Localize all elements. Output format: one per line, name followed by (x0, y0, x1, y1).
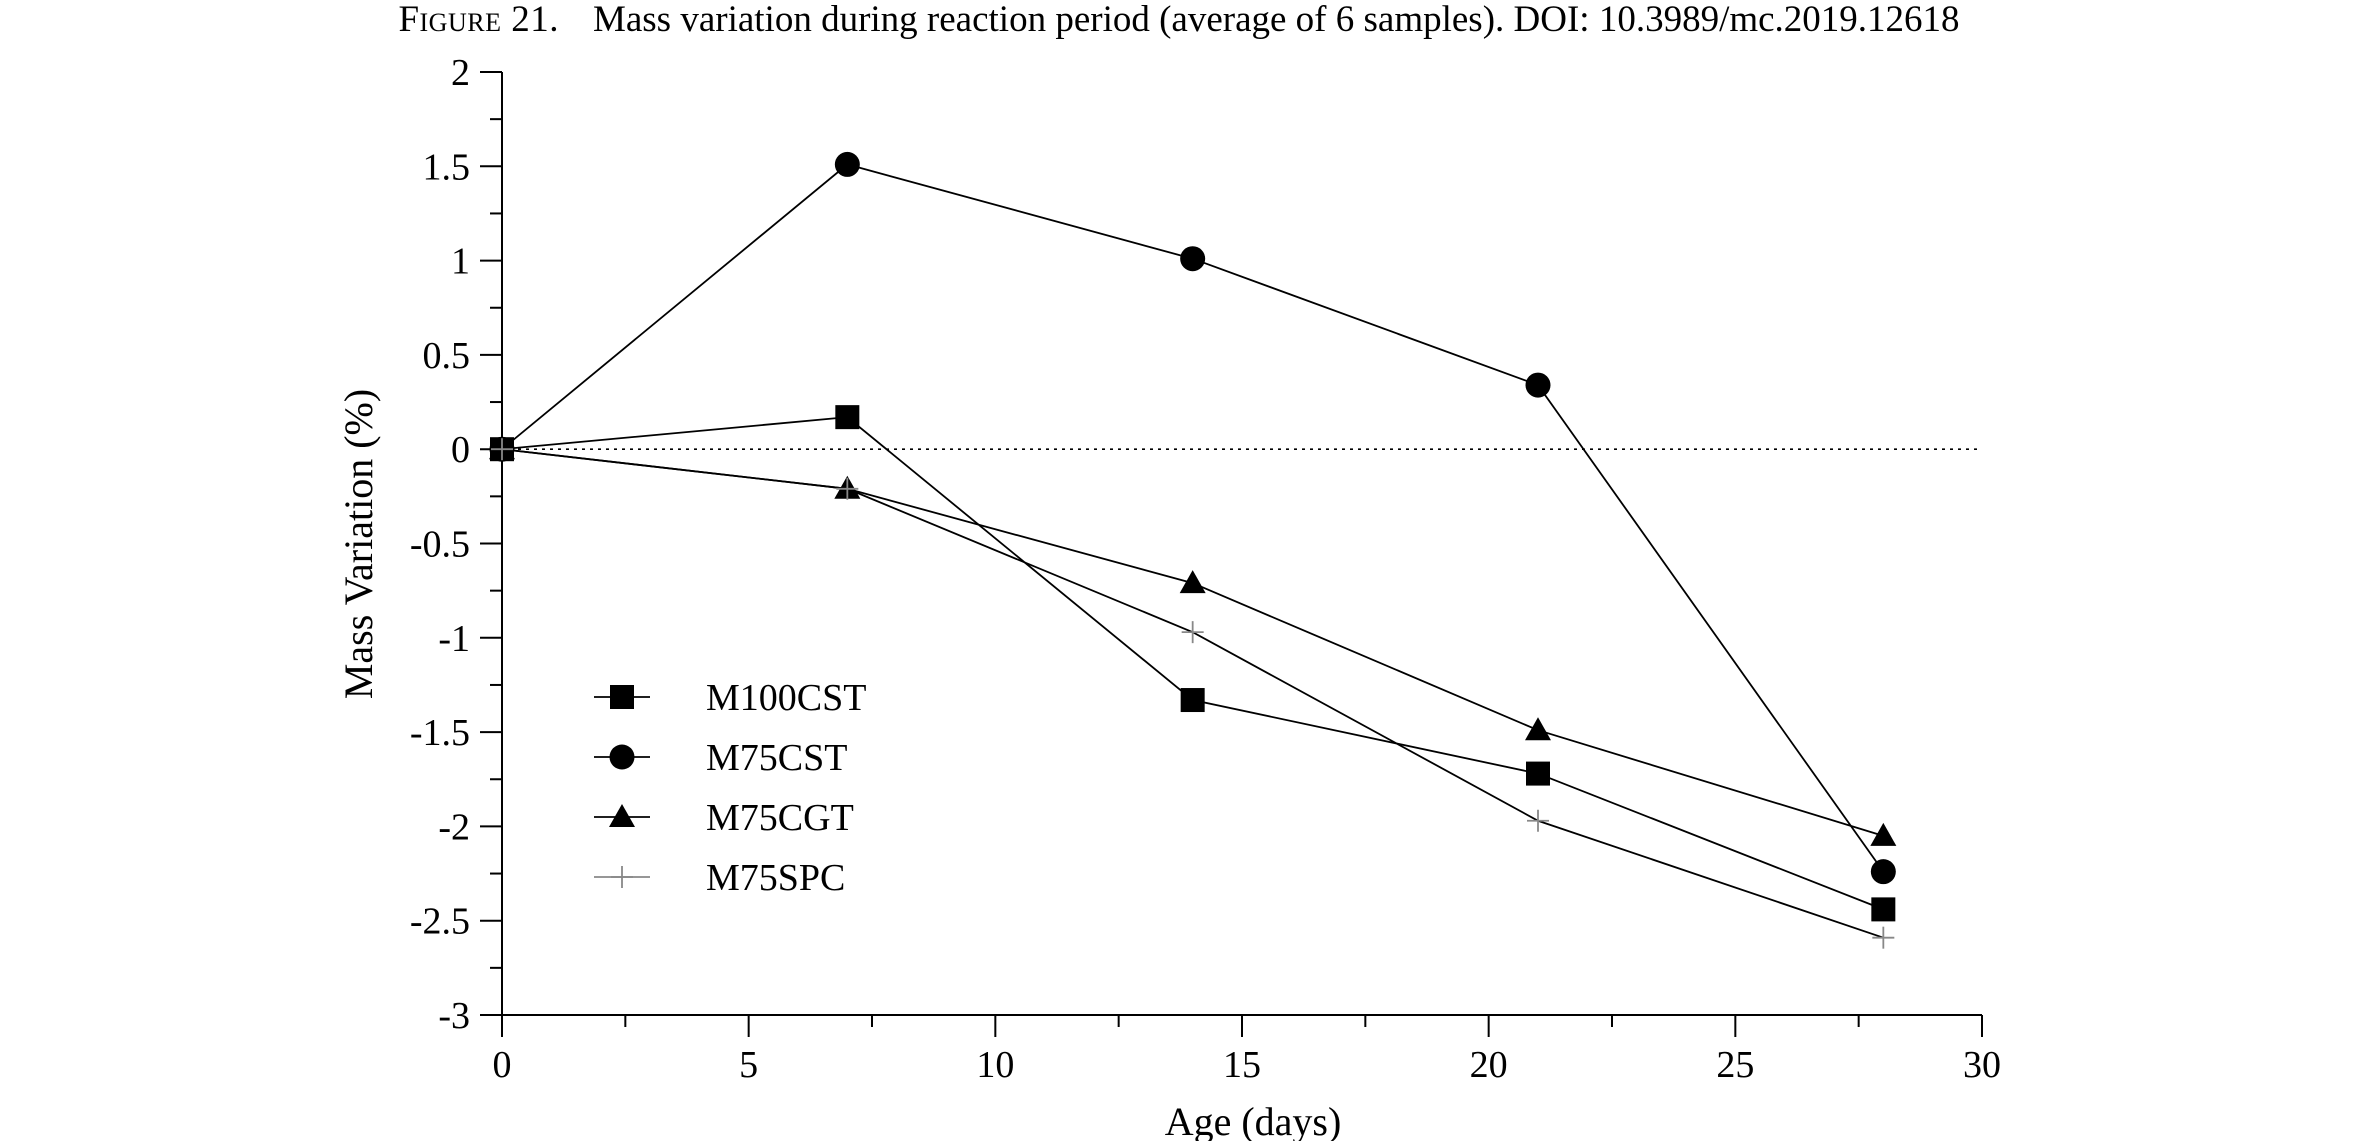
data-point-m75cst (1180, 246, 1206, 272)
data-point-m75cst (834, 151, 860, 177)
y-tick-label: 0 (451, 429, 470, 471)
legend-marker-square (610, 685, 634, 709)
y-tick-label: -2 (438, 806, 470, 848)
data-point-m75spc (1872, 926, 1895, 949)
data-point-m100cst (1871, 897, 1896, 922)
legend-label: M75CST (706, 737, 847, 779)
y-tick-label: 2 (451, 52, 470, 94)
x-tick-label: 10 (976, 1044, 1014, 1086)
y-tick-label: -1.5 (410, 712, 470, 754)
axis-ticks: 2 1.5 1 0.5 0 -0.5 -1 -1.5 -2 -2.5 -3 0 5 10 15 20 25 30 (410, 52, 2001, 1086)
data-point-m100cst (835, 405, 860, 430)
legend-label: M100CST (706, 677, 866, 719)
y-axis-label: Mass Variation (%) (336, 389, 381, 699)
legend-label: M75SPC (706, 857, 845, 899)
x-tick-label: 15 (1223, 1044, 1261, 1086)
legend: M100CST M75CST M75CGT M75SPC (594, 677, 866, 899)
x-axis-label: Age (days) (1165, 1099, 1342, 1141)
y-tick-label: -0.5 (410, 524, 470, 566)
data-point-m75spc (491, 438, 513, 461)
data-point-m100cst (1526, 761, 1550, 786)
data-point-m75cst (1525, 372, 1551, 398)
legend-label: M75CGT (706, 797, 854, 839)
x-tick-label: 0 (493, 1044, 512, 1086)
data-point-m75cst (1870, 859, 1896, 885)
data-point-m75cgt (1870, 822, 1897, 846)
data-point-m75cgt (1179, 570, 1206, 594)
figure-label: Figure 21. (398, 0, 559, 40)
y-tick-label: -2.5 (410, 901, 470, 943)
x-tick-label: 25 (1716, 1044, 1754, 1086)
series-markers (489, 151, 1897, 949)
y-tick-label: 1.5 (423, 146, 471, 188)
legend-marker-circle (609, 744, 635, 770)
data-point-m75cgt (1525, 717, 1551, 741)
x-tick-label: 20 (1470, 1044, 1508, 1086)
y-tick-label: 0.5 (423, 335, 471, 377)
caption-text: Mass variation during reaction period (a… (592, 0, 1960, 40)
y-tick-label: -3 (438, 995, 470, 1037)
data-point-m75spc (1181, 621, 1204, 644)
x-tick-label: 30 (1963, 1044, 2001, 1086)
legend-marker-triangle (609, 804, 635, 827)
data-point-m75spc (1527, 809, 1549, 832)
legend-item-m75spc: M75SPC (594, 857, 845, 899)
legend-item-m75cgt: M75CGT (594, 797, 854, 839)
data-point-m100cst (1180, 688, 1205, 713)
y-tick-label: -1 (438, 618, 470, 660)
figure-caption: Figure 21. Mass variation during reaction… (0, 0, 2358, 40)
x-tick-label: 5 (739, 1044, 758, 1086)
legend-item-m75cst: M75CST (594, 737, 847, 779)
y-tick-label: 1 (451, 241, 470, 283)
legend-marker-plus (611, 866, 633, 888)
legend-item-m100cst: M100CST (594, 677, 866, 719)
data-point-m75spc (836, 477, 859, 500)
